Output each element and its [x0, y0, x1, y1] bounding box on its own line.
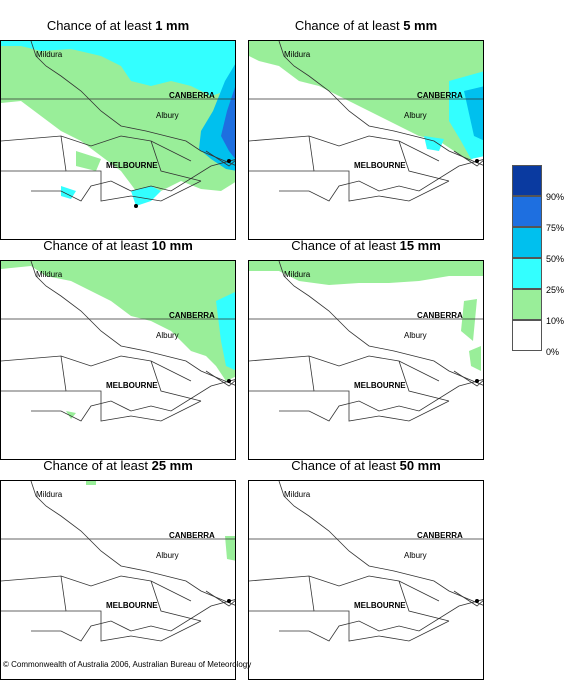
rainfall-map: Mildura CANBERRA Albury MELBOURNE [0, 260, 236, 460]
place-label-canberra: CANBERRA [417, 91, 463, 100]
place-label-albury: Albury [404, 551, 427, 560]
legend-swatch-0 [512, 320, 542, 351]
legend-label: 10% [546, 316, 565, 326]
place-label-mildura: Mildura [36, 50, 63, 59]
place-label-mildura: Mildura [36, 270, 63, 279]
panel-title: Chance of at least 10 mm [43, 238, 193, 253]
place-label-albury: Albury [404, 331, 427, 340]
legend-label: 75% [546, 223, 565, 233]
place-label-melbourne: MELBOURNE [106, 601, 158, 610]
place-label-canberra: CANBERRA [417, 531, 463, 540]
place-label-mildura: Mildura [284, 270, 311, 279]
rainfall-map: Mildura CANBERRA Albury MELBOURNE [0, 480, 236, 680]
place-label-canberra: CANBERRA [169, 91, 215, 100]
legend-swatch-25 [512, 258, 542, 289]
legend-label: 90% [546, 192, 565, 202]
place-label-canberra: CANBERRA [169, 311, 215, 320]
legend-swatch-10 [512, 289, 542, 320]
place-label-melbourne: MELBOURNE [354, 381, 406, 390]
place-label-albury: Albury [404, 111, 427, 120]
legend-label: 0% [546, 347, 560, 357]
place-label-albury: Albury [156, 551, 179, 560]
place-label-melbourne: MELBOURNE [106, 381, 158, 390]
map-panel-15mm: Chance of at least 15 mm Mildura CANBERR… [248, 238, 484, 460]
place-label-canberra: CANBERRA [417, 311, 463, 320]
map-panel-50mm: Chance of at least 50 mm Mildura CANBERR… [248, 458, 484, 680]
place-label-mildura: Mildura [284, 50, 311, 59]
map-panel-1mm: Chance of at least 1 mm [0, 18, 236, 240]
place-label-albury: Albury [156, 331, 179, 340]
rainfall-map: Mildura CANBERRA Albury MELBOURNE [248, 40, 484, 240]
place-label-melbourne: MELBOURNE [354, 601, 406, 610]
panel-title: Chance of at least 1 mm [46, 18, 190, 33]
legend-label: 50% [546, 254, 565, 264]
copyright-notice: © Commonwealth of Australia 2006, Austra… [3, 660, 252, 669]
map-panel-10mm: Chance of at least 10 mm Mildura CANBERR… [0, 238, 236, 460]
panel-title: Chance of at least 50 mm [291, 458, 441, 473]
map-panel-5mm: Chance of at least 5 mm Mildura CANBERRA… [248, 18, 484, 240]
panel-title: Chance of at least 15 mm [291, 238, 441, 253]
panel-title: Chance of at least 25 mm [43, 458, 193, 473]
legend-label: 25% [546, 285, 565, 295]
map-panel-25mm: Chance of at least 25 mm Mildura CANBERR… [0, 458, 236, 680]
legend-swatch-75 [512, 196, 542, 227]
legend-swatch-50 [512, 227, 542, 258]
panel-title: Chance of at least 5 mm [294, 18, 438, 33]
place-label-melbourne: MELBOURNE [106, 161, 158, 170]
legend-swatch-90 [512, 165, 542, 196]
place-label-albury: Albury [156, 111, 179, 120]
rainfall-map: Mildura CANBERRA Albury MELBOURNE [248, 260, 484, 460]
place-label-melbourne: MELBOURNE [354, 161, 406, 170]
place-label-canberra: CANBERRA [169, 531, 215, 540]
place-label-mildura: Mildura [36, 490, 63, 499]
rainfall-map: Mildura CANBERRA Albury MELBOURNE [0, 40, 236, 240]
place-label-mildura: Mildura [284, 490, 311, 499]
rainfall-map: Mildura CANBERRA Albury MELBOURNE [248, 480, 484, 680]
